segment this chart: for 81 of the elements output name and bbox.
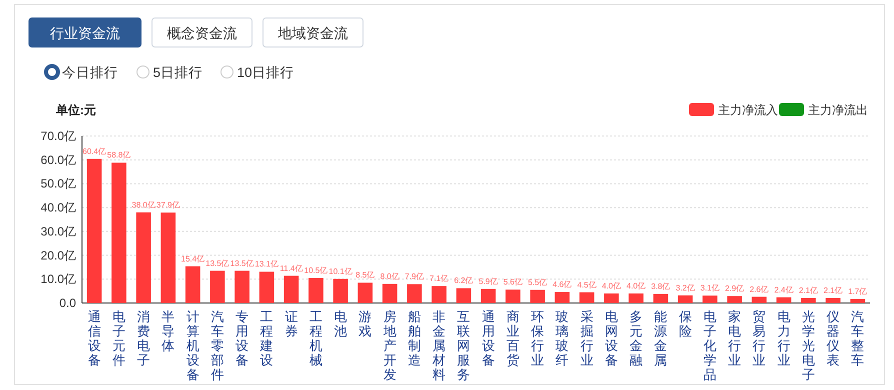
x-tick-label: 仪器仪表 [826,309,840,368]
data-label: 2.6亿 [750,284,769,294]
x-tick-label: 多元金融 [630,309,643,368]
data-label: 5.5亿 [528,278,548,287]
data-label: 15.4亿 [181,254,205,264]
data-label: 10.5亿 [304,266,328,275]
text: 地域资金流 [277,25,348,41]
x-tick-label: 游戏 [358,309,372,338]
legend-label: 主力净流入 [718,103,778,117]
data-label: 38.0亿 [132,200,156,210]
y-tick-label: 60.0亿 [40,152,76,167]
text: 10日排行 [237,65,294,80]
data-label: 60.4亿 [82,146,106,156]
x-tick-label: 能源金属 [654,309,668,368]
y-tick-label: 10.0亿 [40,272,76,286]
x-tick-label: 采掘行业 [580,309,594,368]
x-tick-label: 非金属材料 [432,309,446,382]
x-tick-label: 电池 [334,309,348,338]
x-tick-label: 玻璃玻纤 [556,309,569,368]
data-label: 8.5亿 [356,270,375,280]
data-label: 1.7亿 [848,286,868,296]
x-tick-label: 互联网服务 [457,309,470,382]
legend-label: 主力净流出 [808,103,868,117]
x-tick-label: 汽车零部件 [210,309,224,382]
x-tick-label: 电子化学品 [703,309,716,382]
text: 5日排行 [153,65,203,80]
data-label: 3.2亿 [676,283,695,292]
x-tick-label: 证券 [284,309,298,338]
x-tick-label: 电网设备 [604,309,618,368]
data-label: 4.0亿 [626,281,646,290]
data-label: 2.4亿 [774,285,794,294]
y-tick-label: 50.0亿 [40,176,76,191]
data-label: 5.6亿 [503,278,522,287]
data-label: 3.8亿 [651,282,670,291]
data-label: 7.9亿 [404,272,424,282]
x-tick-label: 专用设备 [236,309,249,368]
data-label: 4.6亿 [552,280,572,290]
data-label: 7.1亿 [430,274,449,284]
x-tick-label: 环保行业 [531,309,544,368]
data-label: 4.0亿 [602,281,621,290]
x-tick-label: 贸易行业 [752,309,766,368]
x-tick-label: 消费电子 [137,309,150,368]
data-label: 2.1亿 [798,286,818,295]
y-axis-title: 单位:元 [55,103,96,117]
text: 行业资金流 [50,25,120,41]
x-tick-label: 工程机械 [309,309,322,368]
x-tick-label: 电子元件 [112,309,126,368]
y-tick-label: 20.0亿 [40,248,76,262]
y-tick-label: 0.0 [59,296,76,310]
x-tick-label: 半导体 [162,309,175,353]
data-label: 11.4亿 [280,264,303,273]
data-label: 2.1亿 [824,286,843,295]
x-tick-label: 光学光电子 [802,309,815,382]
data-label: 13.5亿 [206,258,230,268]
x-tick-label: 家电行业 [728,309,742,368]
data-label: 2.9亿 [725,284,744,294]
data-label: 3.1亿 [700,284,720,293]
x-tick-label: 计算机设备 [186,309,200,382]
y-tick-label: 30.0亿 [40,224,76,238]
data-label: 4.5亿 [577,280,596,290]
data-label: 13.5亿 [230,258,254,268]
x-tick-label: 汽车整车 [851,309,864,368]
x-tick-label: 通用设备 [482,309,495,368]
data-label: 5.9亿 [478,276,498,286]
data-label: 6.2亿 [454,276,474,286]
x-tick-label: 电力行业 [777,309,790,368]
x-tick-label: 保险 [678,309,692,338]
x-tick-label: 商业百货 [506,309,520,368]
y-tick-label: 70.0亿 [40,129,76,143]
x-tick-label: 通信设备 [88,309,101,368]
data-label: 37.9亿 [156,200,180,210]
x-tick-label: 房地产开发 [382,309,396,382]
y-tick-label: 40.0亿 [40,200,76,215]
data-label: 8.0亿 [380,272,400,281]
data-label: 58.8亿 [107,150,131,160]
text: 今日排行 [62,65,118,80]
text: 概念资金流 [167,25,237,41]
x-tick-label: 工程建设 [259,309,274,368]
data-label: 13.1亿 [254,260,278,269]
x-tick-label: 船舶制造 [408,309,421,368]
data-label: 10.1亿 [328,266,352,276]
